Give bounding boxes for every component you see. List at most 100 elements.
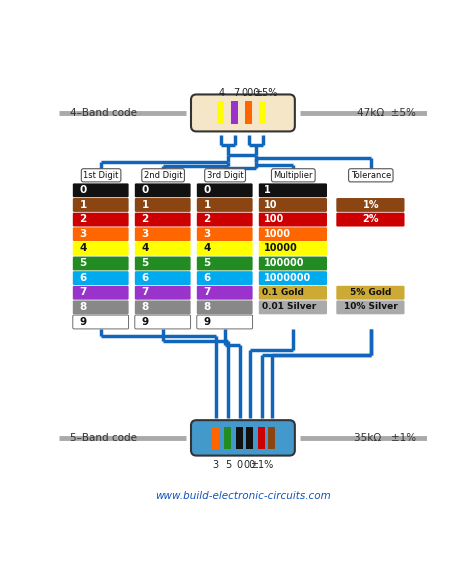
Text: ±5%: ±5% [255, 88, 278, 98]
FancyBboxPatch shape [197, 286, 253, 300]
FancyBboxPatch shape [191, 420, 295, 456]
Text: 1: 1 [203, 200, 210, 209]
Text: 10% Silver: 10% Silver [344, 303, 398, 311]
Text: 5: 5 [80, 258, 87, 268]
FancyBboxPatch shape [135, 315, 191, 329]
FancyBboxPatch shape [135, 257, 191, 270]
FancyBboxPatch shape [246, 427, 253, 449]
Text: 2nd Digit: 2nd Digit [144, 171, 182, 180]
FancyBboxPatch shape [259, 227, 327, 241]
FancyBboxPatch shape [268, 427, 275, 449]
Text: 6: 6 [80, 273, 87, 283]
Text: ±1%: ±1% [250, 460, 273, 470]
FancyBboxPatch shape [135, 183, 191, 197]
FancyBboxPatch shape [337, 213, 404, 226]
Text: www.build-electronic-circuits.com: www.build-electronic-circuits.com [155, 490, 331, 501]
Text: 7: 7 [141, 287, 149, 298]
Text: 4–Band code: 4–Band code [70, 108, 137, 118]
Text: 9: 9 [203, 316, 210, 327]
Text: 1: 1 [80, 200, 87, 209]
Text: 8: 8 [80, 302, 87, 312]
FancyBboxPatch shape [224, 427, 231, 449]
Text: Multiplier: Multiplier [273, 171, 313, 180]
FancyBboxPatch shape [259, 300, 327, 314]
FancyBboxPatch shape [337, 286, 404, 300]
FancyBboxPatch shape [135, 213, 191, 226]
FancyBboxPatch shape [197, 198, 253, 212]
Text: 4: 4 [218, 88, 224, 98]
Text: 1st Digit: 1st Digit [83, 171, 119, 180]
Text: 0.1 Gold: 0.1 Gold [262, 288, 304, 297]
Text: 3: 3 [213, 460, 219, 470]
FancyBboxPatch shape [73, 242, 128, 256]
Text: Tolerance: Tolerance [351, 171, 391, 180]
Text: 3rd Digit: 3rd Digit [207, 171, 244, 180]
FancyBboxPatch shape [197, 213, 253, 226]
FancyBboxPatch shape [197, 242, 253, 256]
FancyBboxPatch shape [73, 213, 128, 226]
FancyBboxPatch shape [259, 242, 327, 256]
FancyBboxPatch shape [337, 300, 404, 314]
FancyBboxPatch shape [259, 198, 327, 212]
FancyBboxPatch shape [73, 198, 128, 212]
FancyBboxPatch shape [135, 286, 191, 300]
FancyBboxPatch shape [73, 227, 128, 241]
FancyBboxPatch shape [73, 315, 128, 329]
FancyBboxPatch shape [259, 101, 266, 125]
FancyBboxPatch shape [245, 101, 252, 125]
Text: 5: 5 [203, 258, 210, 268]
Text: 4: 4 [80, 244, 87, 253]
Text: 4: 4 [203, 244, 211, 253]
Text: 0: 0 [141, 185, 149, 195]
Text: 3: 3 [141, 229, 149, 239]
Text: 5–Band code: 5–Band code [70, 433, 137, 443]
Text: 2: 2 [80, 214, 87, 224]
Text: 7: 7 [203, 287, 211, 298]
Text: 9: 9 [80, 316, 87, 327]
Text: 6: 6 [203, 273, 210, 283]
FancyBboxPatch shape [259, 257, 327, 270]
Text: 1000000: 1000000 [264, 273, 311, 283]
FancyBboxPatch shape [73, 183, 128, 197]
FancyBboxPatch shape [259, 213, 327, 226]
FancyBboxPatch shape [236, 427, 243, 449]
Text: 9: 9 [141, 316, 148, 327]
FancyBboxPatch shape [197, 271, 253, 285]
FancyBboxPatch shape [135, 242, 191, 256]
Text: 3: 3 [203, 229, 210, 239]
FancyBboxPatch shape [197, 300, 253, 314]
Text: 10: 10 [264, 200, 277, 209]
FancyBboxPatch shape [135, 198, 191, 212]
FancyBboxPatch shape [231, 101, 238, 125]
Text: 8: 8 [203, 302, 210, 312]
FancyBboxPatch shape [218, 101, 224, 125]
FancyBboxPatch shape [259, 286, 327, 300]
Text: 1000: 1000 [264, 229, 291, 239]
FancyBboxPatch shape [135, 271, 191, 285]
FancyBboxPatch shape [191, 94, 295, 131]
Text: 0: 0 [237, 460, 243, 470]
FancyBboxPatch shape [135, 227, 191, 241]
Text: 0: 0 [80, 185, 87, 195]
FancyBboxPatch shape [259, 271, 327, 285]
Text: 35kΩ   ±1%: 35kΩ ±1% [354, 433, 416, 443]
Text: 00: 00 [244, 460, 256, 470]
Text: 1: 1 [264, 185, 271, 195]
Text: 10000: 10000 [264, 244, 298, 253]
Text: 5% Gold: 5% Gold [350, 288, 392, 297]
Text: 0.01 Silver: 0.01 Silver [262, 303, 317, 311]
Text: 8: 8 [141, 302, 149, 312]
FancyBboxPatch shape [197, 227, 253, 241]
Text: 5: 5 [141, 258, 149, 268]
Text: 6: 6 [141, 273, 149, 283]
Text: 5: 5 [225, 460, 231, 470]
FancyBboxPatch shape [73, 257, 128, 270]
FancyBboxPatch shape [197, 257, 253, 270]
FancyBboxPatch shape [212, 427, 219, 449]
Text: 4: 4 [141, 244, 149, 253]
FancyBboxPatch shape [197, 183, 253, 197]
Text: 47kΩ  ±5%: 47kΩ ±5% [357, 108, 416, 118]
Text: 0: 0 [203, 185, 210, 195]
FancyBboxPatch shape [259, 183, 327, 197]
Text: 000: 000 [241, 88, 260, 98]
